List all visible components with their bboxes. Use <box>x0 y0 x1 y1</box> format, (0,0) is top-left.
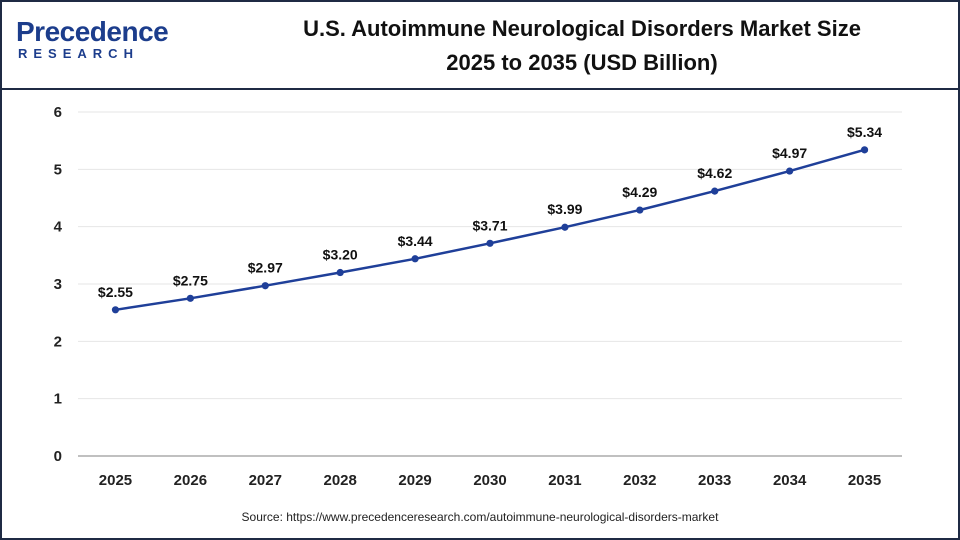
x-axis-ticks: 2025 2026 2027 2028 2029 2030 2031 2032 2033 2034… <box>99 472 881 489</box>
x-tick-label: 2029 <box>398 472 431 489</box>
data-point <box>561 223 569 231</box>
logo-wordmark: Precedence <box>16 16 169 47</box>
data-label: $3.71 <box>472 217 507 233</box>
data-labels: $2.55 $2.75 $2.97 $3.20 $3.44 $3.71 $3.99 $4.29… <box>98 124 882 300</box>
chart-title-line-2: 2025 to 2035 (USD Billion) <box>446 50 718 75</box>
source-note: Source: https://www.precedenceresearch.c… <box>241 510 719 524</box>
x-tick-label: 2031 <box>548 472 581 489</box>
data-points <box>111 146 869 314</box>
x-tick-label: 2028 <box>323 472 356 489</box>
brand-logo: Precedence RESEARCH <box>16 16 169 66</box>
y-axis-ticks: 0 1 2 3 4 5 6 <box>54 104 63 465</box>
data-point <box>186 294 194 302</box>
y-tick-label: 0 <box>54 448 62 465</box>
data-point <box>786 167 794 175</box>
y-tick-label: 6 <box>54 104 62 121</box>
x-tick-label: 2030 <box>473 472 506 489</box>
y-tick-label: 5 <box>54 161 62 178</box>
logo-subtitle: RESEARCH <box>18 46 139 61</box>
data-point <box>411 255 419 263</box>
data-point <box>860 146 869 154</box>
data-label: $2.97 <box>248 260 283 276</box>
data-label: $4.62 <box>697 165 732 181</box>
x-tick-label: 2035 <box>848 472 881 489</box>
data-label: $3.44 <box>398 233 433 249</box>
data-label: $2.55 <box>98 284 133 300</box>
chart-header: Precedence RESEARCH U.S. Autoimmune Neur… <box>2 2 958 90</box>
data-label: $5.34 <box>847 124 882 140</box>
data-point <box>711 187 719 195</box>
data-label: $3.99 <box>547 201 582 217</box>
grid-lines <box>78 111 902 457</box>
line-chart: 0 1 2 3 4 5 6 2025 2026 2027 2028 2029 2030 2031 2032… <box>54 104 902 489</box>
x-tick-label: 2026 <box>174 472 207 489</box>
data-label: $3.20 <box>323 247 358 263</box>
data-point <box>636 206 644 214</box>
x-tick-label: 2034 <box>773 472 807 489</box>
y-tick-label: 3 <box>54 276 62 293</box>
data-point <box>336 268 344 277</box>
chart-title: U.S. Autoimmune Neurological Disorders M… <box>222 12 942 80</box>
x-tick-label: 2025 <box>99 472 132 489</box>
y-tick-label: 4 <box>54 219 63 236</box>
chart-title-line-1: U.S. Autoimmune Neurological Disorders M… <box>303 16 861 41</box>
data-point <box>486 239 494 247</box>
data-label: $4.29 <box>622 184 657 200</box>
x-tick-label: 2027 <box>249 472 282 489</box>
data-point <box>111 306 120 314</box>
data-label: $4.97 <box>772 145 807 161</box>
data-label: $2.75 <box>173 272 208 288</box>
data-point <box>261 282 269 290</box>
y-tick-label: 2 <box>54 333 62 350</box>
x-tick-label: 2033 <box>698 472 731 489</box>
x-tick-label: 2032 <box>623 472 656 489</box>
y-tick-label: 1 <box>54 391 62 408</box>
